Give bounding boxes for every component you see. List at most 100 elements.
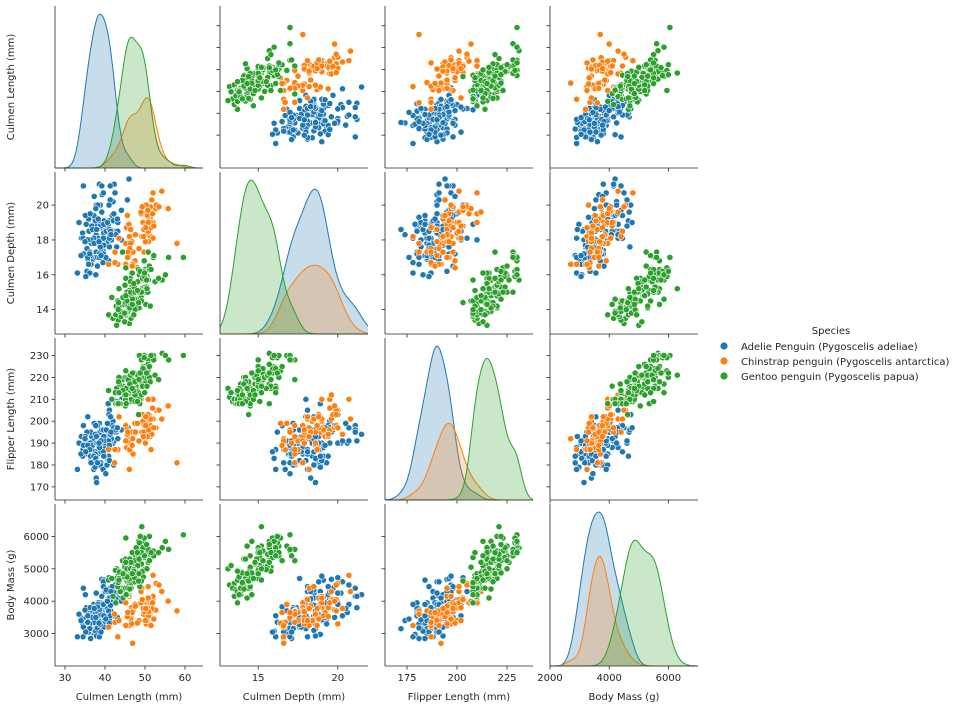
scatter-point-gentoo xyxy=(513,24,521,31)
scatter-point-gentoo xyxy=(666,24,674,31)
scatter-point-chinstrap xyxy=(435,622,443,629)
scatter-point-chinstrap xyxy=(147,446,155,453)
scatter-point-gentoo xyxy=(641,391,649,399)
scatter-point-gentoo xyxy=(509,253,517,261)
scatter-point-chinstrap xyxy=(588,234,595,242)
scatter-point-chinstrap xyxy=(280,639,288,647)
scatter-point-chinstrap xyxy=(128,262,136,270)
scatter-point-chinstrap xyxy=(291,618,299,626)
scatter-point-adelie xyxy=(433,589,441,597)
scatter-point-adelie xyxy=(405,109,413,116)
scatter-point-gentoo xyxy=(144,248,152,256)
scatter-point-chinstrap xyxy=(324,85,332,93)
x-tick-label: 2000 xyxy=(537,673,562,684)
scatter-point-adelie xyxy=(581,459,589,467)
scatter-point-adelie xyxy=(591,119,598,127)
scatter-point-adelie xyxy=(351,428,359,436)
scatter-point-chinstrap xyxy=(347,588,354,595)
scatter-point-gentoo xyxy=(245,73,252,80)
scatter-point-gentoo xyxy=(467,563,475,571)
scatter-point-chinstrap xyxy=(591,212,599,219)
x-tick-label: 40 xyxy=(99,673,112,684)
scatter-point-chinstrap xyxy=(599,196,606,204)
y-tick-label: 14 xyxy=(36,305,49,316)
scatter-point-chinstrap xyxy=(111,610,118,618)
scatter-point-chinstrap xyxy=(588,94,595,102)
scatter-point-chinstrap xyxy=(115,617,123,624)
scatter-point-chinstrap xyxy=(158,415,166,423)
kde-fill-gentoo xyxy=(220,180,368,334)
scatter-point-adelie xyxy=(602,452,610,460)
scatter-point-chinstrap xyxy=(457,65,465,72)
scatter-point-adelie xyxy=(425,130,433,138)
x-tick-label: 4000 xyxy=(596,673,621,684)
scatter-point-gentoo xyxy=(141,552,148,560)
scatter-point-adelie xyxy=(437,95,445,103)
scatter-point-adelie xyxy=(435,189,443,197)
scatter-point-gentoo xyxy=(631,80,638,87)
scatter-point-adelie xyxy=(74,269,81,277)
scatter-point-adelie xyxy=(345,581,353,589)
scatter-point-gentoo xyxy=(477,558,485,566)
scatter-point-gentoo xyxy=(227,562,235,569)
scatter-point-chinstrap xyxy=(415,99,423,107)
scatter-point-gentoo xyxy=(642,248,650,256)
scatter-point-gentoo xyxy=(147,266,155,273)
scatter-point-adelie xyxy=(312,119,319,126)
scatter-point-adelie xyxy=(469,106,477,114)
scatter-point-chinstrap xyxy=(105,260,112,268)
scatter-point-chinstrap xyxy=(427,248,435,256)
scatter-point-chinstrap xyxy=(620,50,628,58)
y-tick-label: 170 xyxy=(30,482,49,493)
scatter-point-gentoo xyxy=(143,369,150,377)
scatter-point-chinstrap xyxy=(595,253,603,261)
scatter-point-gentoo xyxy=(128,570,136,578)
scatter-point-chinstrap xyxy=(315,615,323,623)
scatter-point-gentoo xyxy=(256,398,264,405)
scatter-point-gentoo xyxy=(291,62,299,70)
scatter-point-gentoo xyxy=(511,67,519,74)
scatter-point-gentoo xyxy=(140,257,148,265)
scatter-point-gentoo xyxy=(660,352,668,359)
scatter-point-gentoo xyxy=(491,248,499,256)
scatter-point-adelie xyxy=(613,119,620,127)
scatter-point-adelie xyxy=(316,463,324,471)
scatter-point-gentoo xyxy=(267,376,275,383)
scatter-point-gentoo xyxy=(254,376,262,383)
scatter-point-chinstrap xyxy=(409,233,417,240)
scatter-point-gentoo xyxy=(243,542,251,550)
scatter-point-chinstrap xyxy=(141,439,149,447)
scatter-point-gentoo xyxy=(278,363,286,370)
scatter-point-adelie xyxy=(397,226,405,233)
scatter-point-adelie xyxy=(415,125,423,133)
scatter-point-chinstrap xyxy=(596,238,603,246)
scatter-point-gentoo xyxy=(155,549,162,556)
scatter-point-adelie xyxy=(351,113,359,121)
scatter-point-gentoo xyxy=(479,94,487,102)
scatter-point-adelie xyxy=(417,105,425,112)
x-axis-label-body-mass: Body Mass (g) xyxy=(589,692,660,703)
scatter-point-chinstrap xyxy=(599,233,606,240)
scatter-point-chinstrap xyxy=(433,252,441,259)
scatter-point-chinstrap xyxy=(304,94,311,102)
scatter-point-adelie xyxy=(591,205,598,212)
scatter-point-chinstrap xyxy=(312,439,319,447)
scatter-point-gentoo xyxy=(483,300,491,308)
scatter-point-adelie xyxy=(628,219,636,226)
scatter-point-gentoo xyxy=(650,352,657,359)
x-tick-label: 50 xyxy=(139,673,152,684)
scatter-point-gentoo xyxy=(497,64,505,72)
scatter-point-gentoo xyxy=(473,102,481,110)
scatter-point-chinstrap xyxy=(596,31,604,38)
scatter-point-adelie xyxy=(405,615,413,623)
scatter-point-chinstrap xyxy=(459,596,467,603)
scatter-point-gentoo xyxy=(145,557,153,565)
scatter-point-chinstrap xyxy=(138,203,146,211)
scatter-point-chinstrap xyxy=(583,260,591,268)
scatter-point-adelie xyxy=(104,219,111,226)
scatter-point-gentoo xyxy=(179,352,187,359)
scatter-point-chinstrap xyxy=(111,248,119,256)
scatter-point-chinstrap xyxy=(449,248,457,256)
scatter-point-gentoo xyxy=(122,591,130,599)
scatter-point-gentoo xyxy=(469,276,477,284)
